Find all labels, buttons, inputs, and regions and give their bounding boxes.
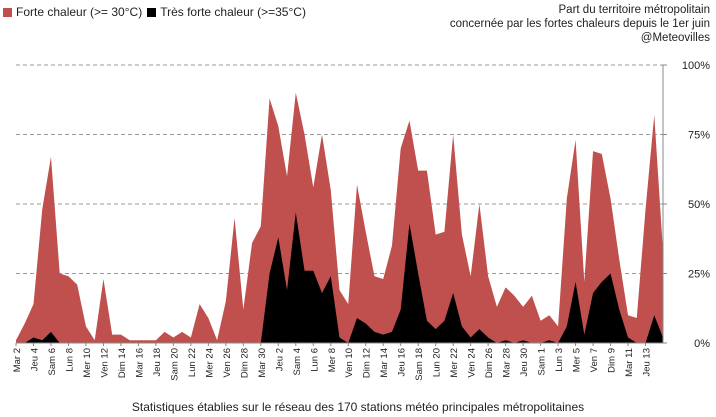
x-tick-label: Lun 22 xyxy=(187,348,198,377)
x-tick-label: Mer 8 xyxy=(327,348,338,372)
x-tick-label: Mar 14 xyxy=(379,348,390,378)
x-tick-label: Lun 3 xyxy=(554,348,565,372)
x-tick-label: Mar 2 xyxy=(12,348,23,372)
x-tick-label: Jeu 16 xyxy=(397,348,408,377)
area-series-0 xyxy=(16,92,663,343)
title-line-3: @Meteovilles xyxy=(640,32,710,44)
x-tick-label: Ven 7 xyxy=(589,348,600,372)
x-tick-label: Dim 12 xyxy=(362,348,373,378)
title-line-2: concernée par les fortes chaleurs depuis… xyxy=(449,18,710,30)
x-tick-label: Ven 26 xyxy=(222,348,233,378)
x-tick-label: Lun 20 xyxy=(432,348,443,377)
legend-swatch-tres-forte-chaleur xyxy=(147,7,157,17)
x-tick-label: Mar 30 xyxy=(257,348,268,378)
legend-label-tres-forte-chaleur: Très forte chaleur (>=35°C) xyxy=(160,5,306,19)
x-tick-label: Mer 10 xyxy=(82,348,93,378)
x-tick-label: Lun 6 xyxy=(309,348,320,372)
x-tick-label: Mer 22 xyxy=(449,348,460,378)
x-tick-label: Dim 28 xyxy=(239,348,250,378)
legend: Forte chaleur (>= 30°C) Très forte chale… xyxy=(3,5,311,19)
x-tick-label: Jeu 30 xyxy=(519,348,530,377)
x-tick-label: Dim 14 xyxy=(117,348,128,378)
x-tick-label: Jeu 18 xyxy=(152,348,163,377)
x-tick-label: Ven 24 xyxy=(467,348,478,378)
x-tick-label: Sam 20 xyxy=(169,348,180,381)
area-series-1 xyxy=(16,212,663,343)
y-tick-label: 25% xyxy=(688,269,710,281)
chart-title: Part du territoire métropolitain concern… xyxy=(450,3,710,45)
x-tick-label: Mar 28 xyxy=(502,348,513,378)
legend-swatch-forte-chaleur xyxy=(3,7,12,17)
y-tick-labels: 0% 25% 50% 75% 100% xyxy=(682,60,710,350)
x-tick-label: Jeu 4 xyxy=(29,348,40,371)
legend-item-forte-chaleur: Forte chaleur (>= 30°C) xyxy=(3,5,142,19)
x-tick-label: Sam 4 xyxy=(292,348,303,375)
x-tick-label: Mar 11 xyxy=(624,348,635,377)
x-tick-label: Jeu 13 xyxy=(642,348,653,377)
x-tick-label: Dim 9 xyxy=(607,348,618,373)
x-tick-label: Sam 18 xyxy=(414,348,425,381)
y-tick-label: 75% xyxy=(688,130,710,142)
y-tick-label: 0% xyxy=(694,338,710,350)
gridlines xyxy=(16,64,663,274)
x-tick-label: Mer 5 xyxy=(572,348,583,372)
x-tick-label: Jeu 2 xyxy=(274,348,285,371)
x-tick-label: Lun 8 xyxy=(64,348,75,372)
area-series xyxy=(16,92,663,343)
x-tick-label: Dim 26 xyxy=(484,348,495,378)
chart-footer: Statistiques établies sur le réseau des … xyxy=(131,400,585,414)
title-line-1: Part du territoire métropolitain xyxy=(558,4,710,16)
x-tick-label: Sam 6 xyxy=(47,348,58,375)
x-tick-label: Sam 1 xyxy=(537,348,548,375)
x-tick-label: Mer 24 xyxy=(204,348,215,378)
x-tick-labels: Mar 2 Jeu 4 Sam 6 Lun 8 Mer 10 Ven 12 Dim 14 Ma… xyxy=(12,348,653,381)
legend-label-forte-chaleur: Forte chaleur (>= 30°C) xyxy=(16,5,143,19)
y-tick-label: 50% xyxy=(688,199,710,211)
legend-item-tres-forte-chaleur: Très forte chaleur (>=35°C) xyxy=(147,5,306,19)
x-tick-label: Ven 10 xyxy=(344,348,355,378)
x-tick-label: Mar 16 xyxy=(134,348,145,378)
y-tick-label: 100% xyxy=(682,60,710,72)
x-tick-label: Ven 12 xyxy=(99,348,110,378)
axes xyxy=(15,64,667,346)
